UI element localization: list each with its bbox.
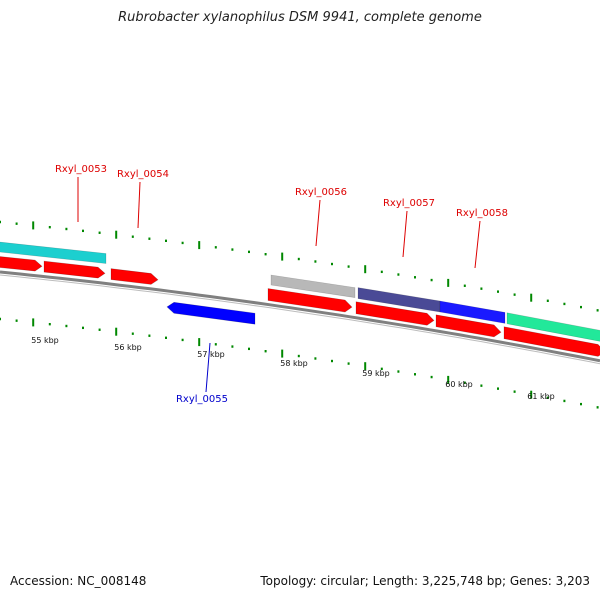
inner-tick-ring xyxy=(0,317,599,409)
sequence-backbone xyxy=(0,270,600,365)
cds-arrow-forward xyxy=(110,268,159,285)
cog-bar-green xyxy=(506,312,600,342)
kbp-label-56: 56 kbp xyxy=(114,343,142,352)
cds-arrow-forward xyxy=(355,301,435,326)
kbp-label-57: 57 kbp xyxy=(197,350,225,359)
kbp-label-58: 58 kbp xyxy=(280,359,308,368)
gene-label-rxyl-0055[interactable]: Rxyl_0055 xyxy=(176,394,228,405)
kbp-label-59: 59 kbp xyxy=(362,369,390,378)
cog-feature-ring xyxy=(0,241,600,342)
topology-summary: Topology: circular; Length: 3,225,748 bp… xyxy=(260,574,590,588)
label-leader-line xyxy=(402,210,408,258)
kbp-label-61: 61 kbp xyxy=(527,392,555,401)
label-leader-line xyxy=(137,181,141,229)
cds-arrow-reverse xyxy=(166,301,256,325)
kbp-label-55: 55 kbp xyxy=(31,336,59,345)
cds-arrow-forward xyxy=(435,314,502,338)
outer-tick-ring xyxy=(0,220,599,312)
cds-arrow-forward xyxy=(43,260,106,279)
backbone-inner-line xyxy=(0,274,600,365)
label-leader-line xyxy=(474,220,481,269)
gene-label-rxyl-0054[interactable]: Rxyl_0054 xyxy=(117,169,169,180)
backbone-outer-line xyxy=(0,270,600,363)
cds-feature-ring xyxy=(0,256,600,357)
kbp-label-60: 60 kbp xyxy=(445,380,473,389)
cog-bar-cyan xyxy=(0,241,107,264)
cds-arrow-forward xyxy=(267,288,353,313)
cog-bar-gray xyxy=(270,274,356,298)
gene-label-rxyl-0056[interactable]: Rxyl_0056 xyxy=(295,187,347,198)
cog-bar-blue xyxy=(439,300,506,324)
gene-label-rxyl-0058[interactable]: Rxyl_0058 xyxy=(456,208,508,219)
map-title: Rubrobacter xylanophilus DSM 9941, compl… xyxy=(118,10,482,25)
cds-arrow-forward xyxy=(503,326,600,357)
cds-arrow-forward xyxy=(0,256,43,272)
label-leader-line xyxy=(315,199,321,247)
gene-label-rxyl-0057[interactable]: Rxyl_0057 xyxy=(383,198,435,209)
gene-label-rxyl-0053[interactable]: Rxyl_0053 xyxy=(55,164,107,175)
accession-text: Accession: NC_008148 xyxy=(10,574,147,588)
label-leader-line xyxy=(205,342,211,393)
label-leader-lines xyxy=(77,177,481,393)
